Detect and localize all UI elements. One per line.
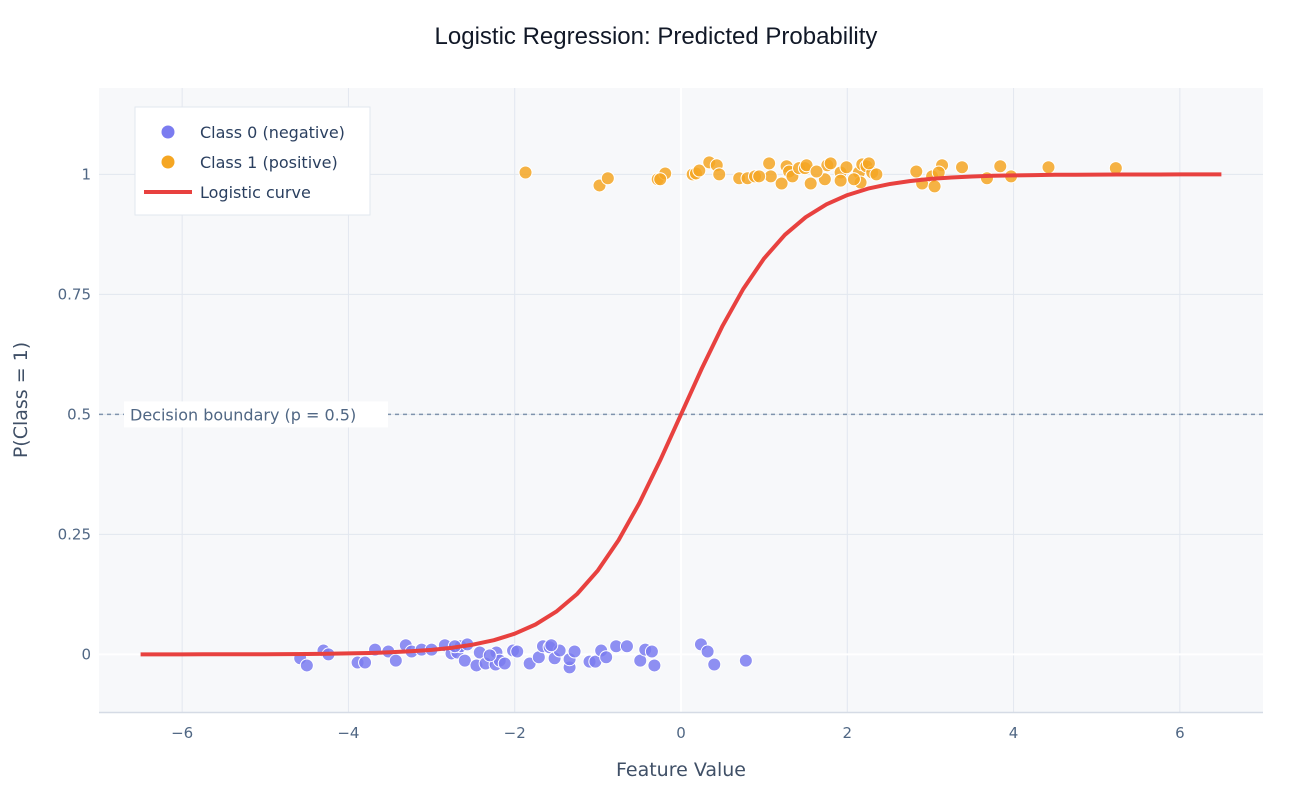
class-0-point[interactable]	[619, 639, 634, 654]
class-1-point[interactable]	[653, 172, 668, 187]
legend[interactable]: Class 0 (negative) Class 1 (positive) Lo…	[134, 106, 371, 216]
class-1-point[interactable]	[927, 179, 942, 194]
class-0-marker-icon	[161, 125, 175, 139]
class-1-point[interactable]	[909, 164, 924, 179]
class-0-point[interactable]	[738, 653, 753, 668]
x-axis-ticks: −6 −4 −2 0 2 4 6	[171, 724, 1185, 742]
y-axis-title: P(Class = 1)	[10, 342, 32, 458]
class-1-points	[518, 155, 1123, 194]
class-0-point[interactable]	[644, 644, 659, 659]
class-1-point[interactable]	[600, 171, 615, 186]
legend-label-class-0: Class 0 (negative)	[200, 123, 345, 142]
class-0-point[interactable]	[567, 644, 582, 659]
y-tick-label: 0.75	[58, 285, 91, 303]
class-0-point[interactable]	[358, 655, 373, 670]
legend-item-class-0[interactable]: Class 0 (negative)	[161, 123, 345, 142]
class-0-point[interactable]	[707, 657, 722, 672]
class-1-point[interactable]	[979, 171, 994, 186]
class-1-point[interactable]	[809, 164, 824, 179]
class-1-point[interactable]	[833, 173, 848, 188]
class-0-point[interactable]	[647, 658, 662, 673]
class-0-point[interactable]	[299, 658, 314, 673]
x-tick-label: 2	[843, 724, 853, 742]
x-tick-label: 4	[1009, 724, 1019, 742]
x-tick-label: 0	[676, 724, 686, 742]
class-1-point[interactable]	[518, 165, 533, 180]
y-axis-ticks: 0 0.25 0.5 0.75 1	[58, 165, 91, 663]
chart-title: Logistic Regression: Predicted Probabili…	[435, 23, 878, 50]
class-1-point[interactable]	[774, 176, 789, 191]
class-1-point[interactable]	[869, 167, 884, 182]
decision-boundary-annotation: Decision boundary (p = 0.5)	[124, 401, 388, 428]
class-0-point[interactable]	[544, 638, 559, 653]
class-1-point[interactable]	[955, 160, 970, 175]
class-0-point[interactable]	[457, 653, 472, 668]
logistic-curve	[140, 172, 1222, 657]
x-tick-label: −6	[171, 724, 193, 742]
y-tick-label: 0	[81, 645, 91, 663]
legend-item-logistic-curve[interactable]: Logistic curve	[144, 183, 311, 202]
legend-item-class-1[interactable]: Class 1 (positive)	[161, 153, 338, 172]
class-0-point[interactable]	[700, 644, 715, 659]
legend-label-logistic-curve: Logistic curve	[200, 183, 311, 202]
y-tick-label: 0.5	[67, 405, 91, 423]
legend-label-class-1: Class 1 (positive)	[200, 153, 338, 172]
x-tick-label: −2	[504, 724, 526, 742]
decision-boundary-label: Decision boundary (p = 0.5)	[130, 405, 356, 424]
x-tick-label: −4	[337, 724, 359, 742]
class-1-marker-icon	[161, 155, 175, 169]
class-1-point[interactable]	[762, 156, 777, 171]
class-0-point[interactable]	[510, 644, 525, 659]
class-0-point[interactable]	[388, 653, 403, 668]
class-1-point[interactable]	[823, 156, 838, 171]
class-1-point[interactable]	[839, 160, 854, 175]
class-1-point[interactable]	[1041, 160, 1056, 175]
class-1-point[interactable]	[799, 158, 814, 173]
x-axis-title: Feature Value	[616, 759, 746, 781]
class-1-point[interactable]	[803, 176, 818, 191]
class-1-point[interactable]	[846, 172, 861, 187]
class-0-point[interactable]	[599, 650, 614, 665]
class-1-point[interactable]	[712, 167, 727, 182]
annotation-background	[124, 401, 388, 428]
class-1-point[interactable]	[993, 159, 1008, 174]
class-0-point[interactable]	[497, 656, 512, 671]
x-tick-label: 6	[1175, 724, 1185, 742]
class-0-point[interactable]	[482, 648, 497, 663]
class-1-point[interactable]	[752, 169, 767, 184]
class-1-point[interactable]	[861, 156, 876, 171]
class-1-point[interactable]	[692, 163, 707, 178]
y-tick-label: 0.25	[58, 525, 91, 543]
y-tick-label: 1	[81, 165, 91, 183]
